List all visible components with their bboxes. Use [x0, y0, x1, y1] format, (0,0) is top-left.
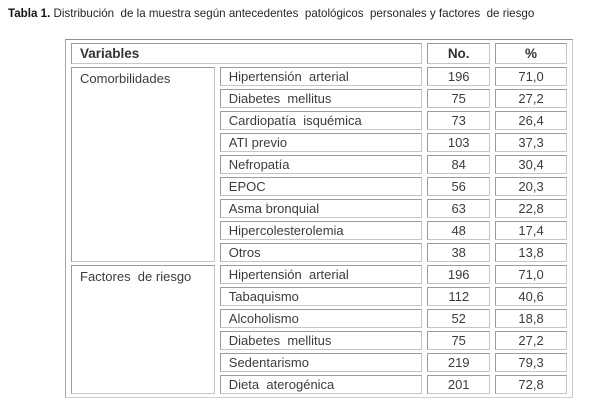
count-cell: 196 [427, 67, 491, 86]
percent-cell: 27,2 [495, 89, 567, 108]
percent-cell: 40,6 [495, 287, 567, 306]
column-header-percent: % [495, 43, 567, 64]
variable-cell: EPOC [219, 177, 423, 196]
table-row: Asma bronquial 63 22,8 [71, 199, 567, 218]
table-row: ATI previo 103 37,3 [71, 133, 567, 152]
table-row: Tabaquismo 112 40,6 [71, 287, 567, 306]
percent-cell: 17,4 [495, 221, 567, 240]
variable-cell: Hipercolesterolemia [219, 221, 423, 240]
column-header-no: No. [427, 43, 491, 64]
variable-cell: Hipertensión arterial [219, 265, 423, 284]
group-cell-comorbilidades: Comorbilidades [71, 67, 215, 262]
table-row: Comorbilidades Hipertensión arterial 196… [71, 67, 567, 262]
count-cell: 201 [427, 375, 491, 394]
count-cell: 52 [427, 309, 491, 328]
variable-cell: Otros [219, 243, 423, 262]
count-cell: 75 [427, 89, 491, 108]
table-caption: Tabla 1. Distribución de la muestra segú… [8, 6, 604, 21]
percent-cell: 22,8 [495, 199, 567, 218]
table-row: Otros 38 13,8 [71, 243, 567, 262]
percent-cell: 20,3 [495, 177, 567, 196]
variable-cell: Diabetes mellitus [219, 89, 423, 108]
table-row: EPOC 56 20,3 [71, 177, 567, 196]
variable-cell: Asma bronquial [219, 199, 423, 218]
variable-cell: Diabetes mellitus [219, 331, 423, 350]
variable-cell: Tabaquismo [219, 287, 423, 306]
count-cell: 38 [427, 243, 491, 262]
count-cell: 48 [427, 221, 491, 240]
table-row: Alcoholismo 52 18,8 [71, 309, 567, 328]
percent-cell: 27,2 [495, 331, 567, 350]
count-cell: 63 [427, 199, 491, 218]
table-caption-number: Tabla 1. [8, 7, 54, 20]
table-row: Nefropatía 84 30,4 [71, 155, 567, 174]
count-cell: 84 [427, 155, 491, 174]
percent-cell: 18,8 [495, 309, 567, 328]
table-row: Diabetes mellitus 75 27,2 [71, 89, 567, 108]
percent-cell: 26,4 [495, 111, 567, 130]
count-cell: 112 [427, 287, 491, 306]
percent-cell: 79,3 [495, 353, 567, 372]
count-cell: 56 [427, 177, 491, 196]
table-row: Sedentarismo 219 79,3 [71, 353, 567, 372]
table-row: Dieta aterogénica 201 72,8 [71, 375, 567, 394]
percent-cell: 71,0 [495, 67, 567, 86]
percent-cell: 13,8 [495, 243, 567, 262]
group-cell-factores-de-riesgo: Factores de riesgo [71, 265, 215, 394]
variable-cell: Nefropatía [219, 155, 423, 174]
column-header-variables: Variables [71, 43, 423, 64]
percent-cell: 72,8 [495, 375, 567, 394]
table-row: Diabetes mellitus 75 27,2 [71, 331, 567, 350]
count-cell: 219 [427, 353, 491, 372]
data-table: Variables No. % Comorbilidades Hipertens… [65, 39, 573, 398]
percent-cell: 30,4 [495, 155, 567, 174]
variable-cell: Alcoholismo [219, 309, 423, 328]
count-cell: 73 [427, 111, 491, 130]
table-caption-text: Distribución de la muestra según anteced… [53, 7, 535, 20]
count-cell: 75 [427, 331, 491, 350]
variable-cell: Cardiopatía isquémica [219, 111, 423, 130]
count-cell: 103 [427, 133, 491, 152]
percent-cell: 37,3 [495, 133, 567, 152]
variable-cell: Sedentarismo [219, 353, 423, 372]
table-row: Factores de riesgo Hipertensión arterial… [71, 265, 567, 394]
variable-cell: Dieta aterogénica [219, 375, 423, 394]
variable-cell: Hipertensión arterial [219, 67, 423, 86]
percent-cell: 71,0 [495, 265, 567, 284]
variable-cell: ATI previo [219, 133, 423, 152]
count-cell: 196 [427, 265, 491, 284]
header-row: Variables No. % [71, 43, 567, 64]
table-row: Hipercolesterolemia 48 17,4 [71, 221, 567, 240]
table-row: Cardiopatía isquémica 73 26,4 [71, 111, 567, 130]
